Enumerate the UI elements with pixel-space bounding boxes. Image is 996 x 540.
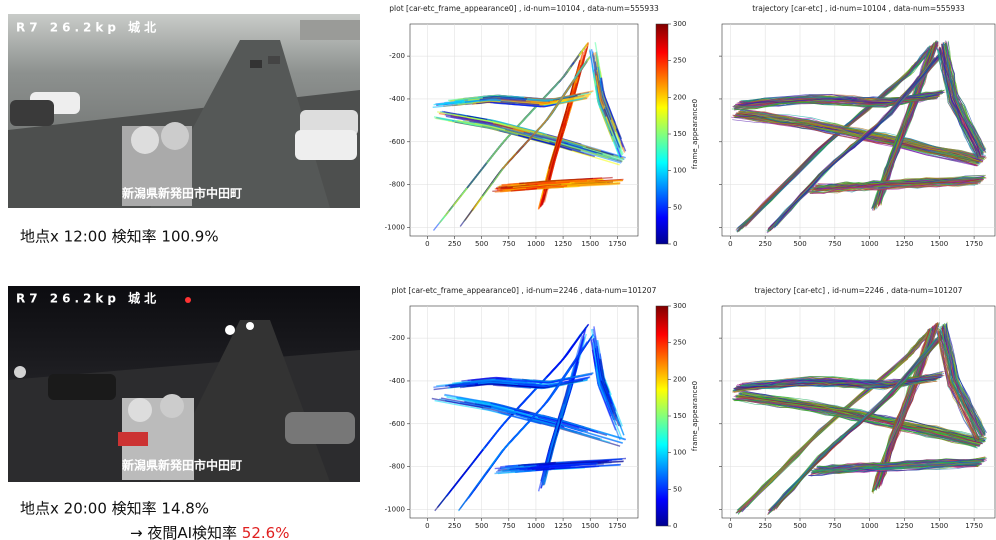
x-tick-label: 0: [728, 522, 732, 530]
x-tick-label: 500: [793, 522, 806, 530]
x-tick-label: 1500: [930, 522, 948, 530]
x-tick-label: 1500: [581, 522, 599, 530]
y-tick-label: -400: [389, 95, 405, 103]
x-tick-label: 1250: [896, 522, 914, 530]
colorbar-tick-label: 150: [673, 412, 686, 420]
night-text: → 夜間AI検知率: [130, 524, 242, 540]
y-tick-label: -600: [389, 420, 405, 428]
caption: 地点x 20:00 検知率 14.8%: [20, 500, 209, 518]
x-tick-label: 1250: [896, 240, 914, 248]
x-tick-label: 1000: [861, 522, 879, 530]
colorbar-tick-label: 0: [673, 522, 677, 530]
x-tick-label: 1500: [581, 240, 599, 248]
colorbar-tick-label: 150: [673, 130, 686, 138]
x-tick-label: 1750: [608, 522, 626, 530]
plot-title: plot [car-etc_frame_appearance0] , id-nu…: [389, 4, 659, 13]
y-tick-label: -400: [389, 377, 405, 385]
x-tick-label: 1750: [965, 522, 983, 530]
caption: 地点x 12:00 検知率 100.9%: [20, 228, 219, 246]
colorbar-label: frame_appearance0: [691, 99, 699, 169]
night-caption: → 夜間AI検知率 52.6%: [130, 524, 289, 540]
colorbar-tick-label: 0: [673, 240, 677, 248]
colorbar: [656, 24, 668, 244]
slide: R7 26.2kp 城北 新潟県新発田市中田町 R7 26.2kp 城北 新潟県…: [0, 0, 996, 540]
x-tick-label: 250: [448, 522, 461, 530]
x-tick-label: 1500: [930, 240, 948, 248]
x-tick-label: 500: [793, 240, 806, 248]
x-tick-label: 250: [758, 522, 771, 530]
y-tick-label: -200: [389, 52, 405, 60]
x-tick-label: 1750: [965, 240, 983, 248]
y-tick-label: -1000: [385, 223, 405, 231]
plot-title: plot [car-etc_frame_appearance0] , id-nu…: [392, 286, 657, 295]
x-tick-label: 250: [758, 240, 771, 248]
colorbar-tick-label: 100: [673, 167, 686, 175]
x-tick-label: 500: [475, 240, 488, 248]
colorbar-tick-label: 250: [673, 57, 686, 65]
x-tick-label: 750: [502, 240, 515, 248]
x-tick-label: 1000: [861, 240, 879, 248]
x-tick-label: 0: [425, 240, 429, 248]
x-tick-label: 1000: [527, 522, 545, 530]
camera-day: [8, 14, 360, 208]
x-tick-label: 0: [728, 240, 732, 248]
x-tick-label: 1750: [608, 240, 626, 248]
colorbar-tick-label: 50: [673, 203, 682, 211]
x-tick-label: 250: [448, 240, 461, 248]
colorbar-tick-label: 300: [673, 20, 686, 28]
x-tick-label: 1000: [527, 240, 545, 248]
x-tick-label: 1250: [554, 240, 572, 248]
colorbar-label: frame_appearance0: [691, 381, 699, 451]
x-tick-label: 500: [475, 522, 488, 530]
x-tick-label: 0: [425, 522, 429, 530]
y-tick-label: -1000: [385, 505, 405, 513]
y-tick-label: -600: [389, 138, 405, 146]
plot-title: trajectory [car-etc] , id-num=2246 , dat…: [755, 286, 963, 295]
colorbar-tick-label: 200: [673, 93, 686, 101]
camera-label: R7 26.2kp 城北: [16, 291, 160, 306]
x-tick-label: 750: [828, 522, 841, 530]
colorbar-tick-label: 300: [673, 302, 686, 310]
night-rate: 52.6%: [242, 524, 290, 540]
y-tick-label: -800: [389, 463, 405, 471]
colorbar: [656, 306, 668, 526]
y-tick-label: -200: [389, 334, 405, 342]
colorbar-tick-label: 250: [673, 339, 686, 347]
camera-location: 新潟県新発田市中田町: [122, 186, 242, 201]
colorbar-tick-label: 50: [673, 485, 682, 493]
x-tick-label: 1250: [554, 522, 572, 530]
camera-label: R7 26.2kp 城北: [16, 20, 160, 35]
colorbar-tick-label: 100: [673, 449, 686, 457]
camera-location: 新潟県新発田市中田町: [122, 458, 242, 473]
x-tick-label: 750: [502, 522, 515, 530]
y-tick-label: -800: [389, 181, 405, 189]
plot-title: trajectory [car-etc] , id-num=10104 , da…: [752, 4, 965, 13]
camera-night: [8, 286, 360, 482]
x-tick-label: 750: [828, 240, 841, 248]
colorbar-tick-label: 200: [673, 375, 686, 383]
